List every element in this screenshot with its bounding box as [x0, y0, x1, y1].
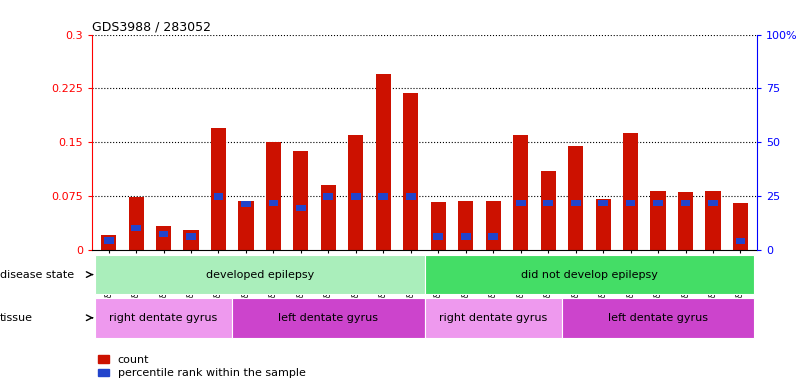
Bar: [626, 200, 635, 206]
Bar: [458, 201, 473, 250]
Bar: [650, 191, 666, 250]
Bar: [733, 203, 748, 250]
Bar: [211, 128, 226, 250]
Bar: [562, 298, 755, 338]
Bar: [324, 193, 333, 200]
Bar: [596, 199, 610, 250]
Text: tissue: tissue: [0, 313, 33, 323]
Bar: [461, 233, 471, 240]
Bar: [101, 235, 116, 250]
Bar: [214, 193, 223, 200]
Bar: [268, 200, 278, 206]
Bar: [571, 200, 581, 206]
Bar: [681, 200, 690, 206]
Bar: [516, 200, 525, 206]
Bar: [156, 226, 171, 250]
Text: developed epilepsy: developed epilepsy: [206, 270, 314, 280]
Bar: [433, 233, 443, 240]
Bar: [241, 201, 251, 207]
Bar: [708, 200, 718, 206]
Bar: [186, 233, 196, 240]
Bar: [568, 146, 583, 250]
Bar: [735, 238, 746, 244]
Bar: [623, 133, 638, 250]
Bar: [239, 201, 253, 250]
Bar: [598, 200, 608, 206]
Bar: [103, 237, 114, 243]
Bar: [425, 298, 562, 338]
Bar: [706, 191, 721, 250]
Text: right dentate gyrus: right dentate gyrus: [110, 313, 218, 323]
Bar: [678, 192, 693, 250]
Bar: [541, 171, 556, 250]
Text: did not develop epilepsy: did not develop epilepsy: [521, 270, 658, 280]
Text: GDS3988 / 283052: GDS3988 / 283052: [92, 20, 211, 33]
Bar: [351, 193, 360, 200]
Bar: [489, 233, 498, 240]
Text: left dentate gyrus: left dentate gyrus: [608, 313, 708, 323]
Bar: [266, 142, 281, 250]
Text: right dentate gyrus: right dentate gyrus: [439, 313, 547, 323]
Bar: [485, 201, 501, 250]
Bar: [348, 135, 364, 250]
Text: left dentate gyrus: left dentate gyrus: [279, 313, 378, 323]
Legend: count, percentile rank within the sample: count, percentile rank within the sample: [98, 355, 305, 379]
Bar: [653, 200, 663, 206]
Bar: [406, 193, 416, 200]
Bar: [131, 225, 141, 231]
Bar: [321, 185, 336, 250]
Bar: [95, 298, 232, 338]
Text: disease state: disease state: [0, 270, 74, 280]
Bar: [296, 205, 306, 211]
Bar: [376, 74, 391, 250]
Bar: [95, 255, 425, 294]
Bar: [232, 298, 425, 338]
Bar: [425, 255, 755, 294]
Bar: [293, 151, 308, 250]
Bar: [159, 231, 168, 237]
Bar: [543, 200, 553, 206]
Bar: [128, 197, 143, 250]
Bar: [431, 202, 446, 250]
Bar: [513, 135, 528, 250]
Bar: [378, 193, 388, 200]
Bar: [403, 93, 418, 250]
Bar: [183, 230, 199, 250]
